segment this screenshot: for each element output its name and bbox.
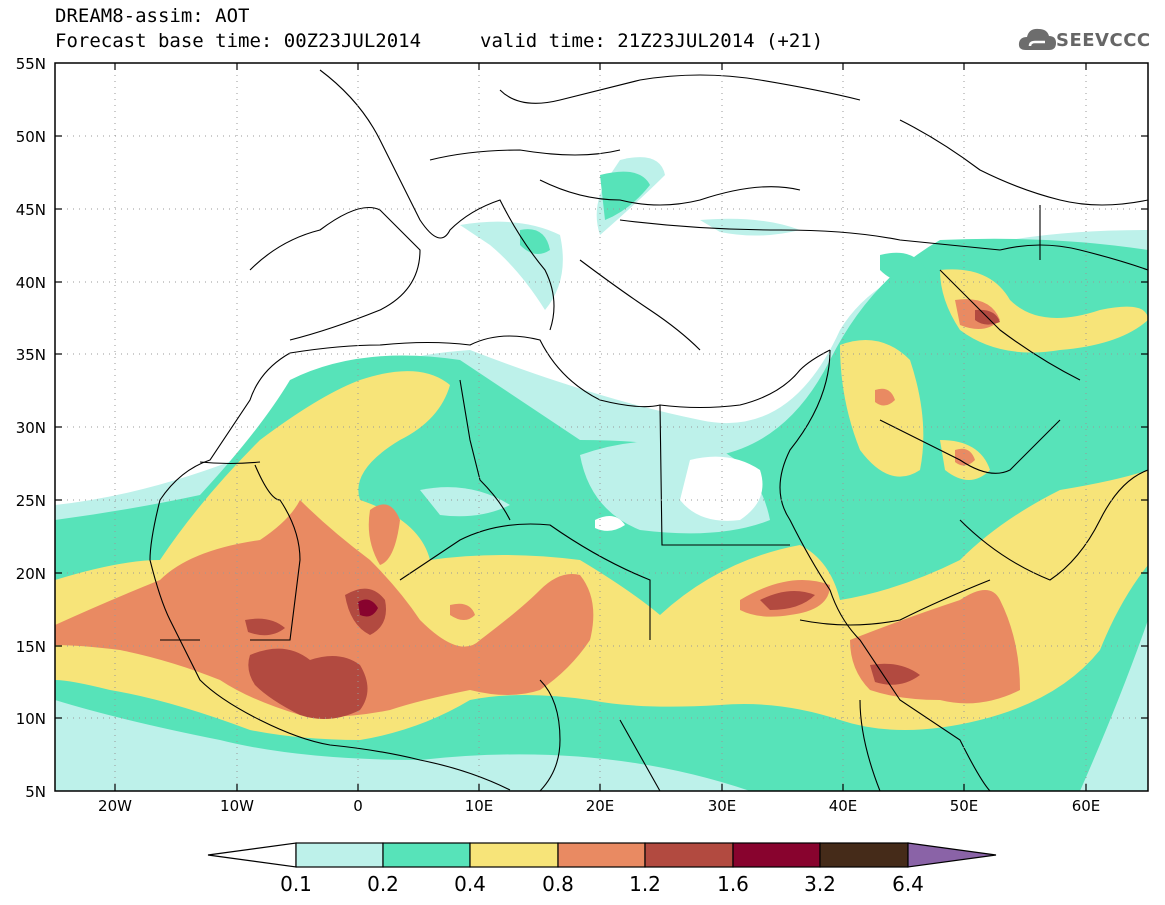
- lon-label: 50E: [949, 797, 979, 815]
- lat-label: 50N: [15, 128, 46, 146]
- lat-label: 25N: [15, 492, 46, 510]
- lat-label: 10N: [15, 710, 46, 728]
- valid-time: valid time: 21Z23JUL2014 (+21): [480, 30, 824, 52]
- colorbar-label: 1.6: [717, 872, 749, 896]
- colorbar-low-arrow: [207, 842, 297, 868]
- lon-label: 20W: [98, 797, 132, 815]
- colorbar-bin-1: [295, 842, 384, 868]
- lat-label: 35N: [15, 346, 46, 364]
- colorbar-bin-6: [732, 842, 821, 868]
- lat-label: 55N: [15, 55, 46, 73]
- lon-label: 10W: [220, 797, 254, 815]
- colorbar-label: 0.8: [542, 872, 574, 896]
- lat-label: 45N: [15, 201, 46, 219]
- colorbar-bin-7: [819, 842, 909, 868]
- lon-label: 10E: [464, 797, 494, 815]
- grid: [55, 63, 1148, 791]
- lon-label: 60E: [1071, 797, 1101, 815]
- colorbar-bin-3: [469, 842, 559, 868]
- aot-field: [55, 63, 1148, 791]
- title-line-1: DREAM8-assim: AOT: [55, 5, 250, 27]
- lon-label: 0: [353, 797, 363, 815]
- colorbar-bin-2: [382, 842, 471, 868]
- colorbar: [207, 842, 997, 868]
- colorbar-label: 6.4: [892, 872, 924, 896]
- title-line-2: Forecast base time: 00Z23JUL2014: [55, 30, 422, 52]
- colorbar-bin-5: [644, 842, 734, 868]
- lat-label: 20N: [15, 565, 46, 583]
- colorbar-bin-4: [557, 842, 646, 868]
- colorbar-high-arrow: [907, 842, 997, 868]
- lon-label: 40E: [828, 797, 858, 815]
- lon-label: 30E: [707, 797, 737, 815]
- colorbar-label: 0.4: [454, 872, 486, 896]
- lat-label: 40N: [15, 274, 46, 292]
- colorbar-label: 0.2: [367, 872, 399, 896]
- colorbar-label: 1.2: [629, 872, 661, 896]
- lat-label: 5N: [25, 783, 46, 801]
- cloud-icon: [1018, 28, 1056, 50]
- lat-label: 30N: [15, 419, 46, 437]
- lat-label: 15N: [15, 638, 46, 656]
- coastlines: [149, 69, 1148, 791]
- brand-logo-text: SEEVCCC: [1056, 30, 1151, 51]
- axis-ticks: [55, 63, 1148, 791]
- lon-label: 20E: [585, 797, 615, 815]
- colorbar-label: 3.2: [804, 872, 836, 896]
- colorbar-label: 0.1: [280, 872, 312, 896]
